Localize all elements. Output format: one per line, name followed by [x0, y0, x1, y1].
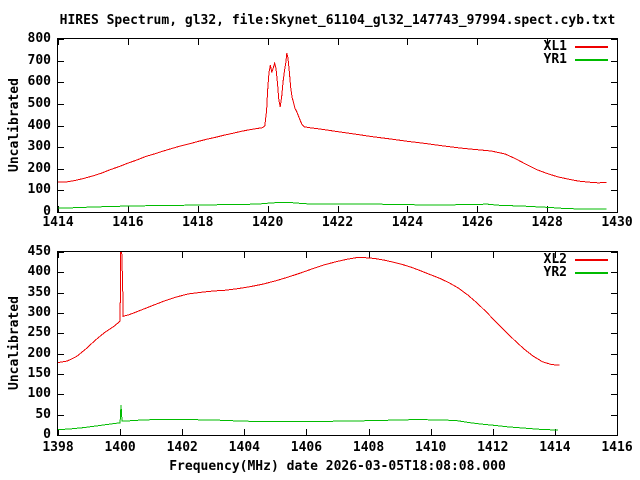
- legend-label-yr1: YR1: [543, 52, 567, 67]
- x-tick-label: 1428: [531, 215, 563, 230]
- legend-label-xl2: XL2: [543, 252, 567, 267]
- plot-area-top: [57, 38, 618, 213]
- series-line-xl1: [58, 52, 607, 184]
- x-tick-label: 1416: [601, 440, 633, 455]
- y-tick-label: 700: [27, 52, 51, 68]
- y-tick-label: 200: [27, 160, 51, 176]
- y-tick-label: 200: [27, 345, 51, 361]
- legend-line-sample-xl2: [575, 258, 608, 261]
- legend-entry-xl2: XL2: [505, 253, 608, 266]
- x-tick-label: 1430: [601, 215, 633, 230]
- legend-line-sample-yr2: [575, 271, 608, 274]
- x-tick-label: 1404: [228, 440, 260, 455]
- legend-entry-xl1: XL1: [505, 40, 608, 53]
- legend-entry-yr2: YR2: [505, 266, 608, 279]
- x-tick-label: 1414: [539, 440, 571, 455]
- y-tick-label: 300: [27, 139, 51, 155]
- legend-entry-yr1: YR1: [505, 53, 608, 66]
- x-tick-label: 1412: [477, 440, 509, 455]
- plot-canvas-top: [58, 39, 617, 212]
- y-tick-label: 100: [27, 182, 51, 198]
- y-tick-label: 500: [27, 95, 51, 111]
- legend-line-sample-xl1: [575, 45, 608, 48]
- x-tick-label: 1420: [251, 215, 284, 230]
- y-tick-label: 0: [43, 204, 51, 219]
- y-tick-label: 450: [27, 244, 51, 259]
- x-axis-label: Frequency(MHz) date 2026-03-05T18:08:08.…: [169, 459, 506, 474]
- plot-canvas-bottom: [58, 252, 617, 435]
- plot-area-bottom: [57, 251, 618, 436]
- x-tick-label: 1398: [42, 440, 74, 455]
- legend-label-xl1: XL1: [543, 39, 567, 54]
- y-tick-label: 400: [27, 117, 51, 133]
- x-tick-label: 1400: [104, 440, 136, 455]
- legend-bottom: XL2 YR2: [505, 253, 608, 279]
- x-tick-label: 1426: [461, 215, 493, 230]
- x-tick-label: 1402: [166, 440, 198, 455]
- x-tick-label: 1414: [42, 215, 74, 230]
- y-tick-label: 300: [27, 305, 51, 320]
- x-tick-label: 1408: [352, 440, 385, 455]
- legend-label-yr2: YR2: [543, 265, 567, 280]
- y-tick-label: 0: [43, 427, 51, 442]
- y-tick-label: 50: [35, 406, 51, 422]
- chart-title: HIRES Spectrum, gl32, file:Skynet_61104_…: [59, 13, 616, 28]
- series-line-yr2: [58, 404, 559, 431]
- y-tick-label: 350: [27, 284, 51, 300]
- x-tick-label: 1418: [182, 215, 214, 230]
- series-line-yr1: [58, 202, 607, 210]
- y-tick-label: 150: [27, 366, 51, 381]
- legend-top: XL1 YR1: [505, 40, 608, 66]
- y-tick-label: 250: [27, 325, 51, 341]
- x-tick-label: 1424: [391, 215, 424, 230]
- legend-line-sample-yr1: [575, 58, 608, 61]
- x-tick-label: 1410: [415, 440, 447, 455]
- x-tick-label: 1406: [290, 440, 323, 455]
- y-tick-label: 800: [27, 31, 51, 46]
- series-line-xl2: [58, 252, 560, 366]
- x-tick-label: 1416: [112, 215, 144, 230]
- x-tick-label: 1422: [321, 215, 354, 230]
- y-tick-label: 600: [27, 74, 51, 90]
- y-tick-label: 400: [27, 264, 51, 280]
- y-tick-label: 100: [27, 386, 51, 402]
